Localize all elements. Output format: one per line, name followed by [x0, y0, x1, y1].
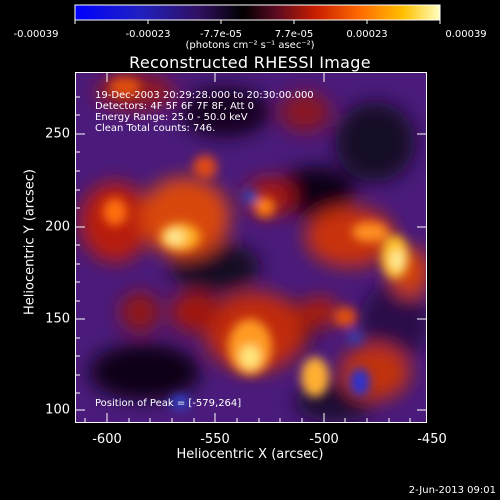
y-tick-label: 250	[45, 126, 70, 142]
time-range: 19-Dec-2003 20:29:28.000 to 20:30:00.000	[95, 90, 314, 101]
clean-info: Clean Total counts: 746.	[95, 123, 216, 134]
x-tick-label: -550	[200, 432, 230, 447]
energy-range: Energy Range: 25.0 - 50.0 keV	[95, 112, 248, 123]
x-axis-label: Heliocentric X (arcsec)	[176, 447, 324, 462]
detectors-info: Detectors: 4F 5F 6F 7F 8F, Att 0	[95, 101, 255, 112]
footer-timestamp: 2-Jun-2013 09:01	[408, 485, 496, 496]
y-axis-label: Heliocentric Y (arcsec)	[22, 169, 38, 315]
plot-title: Reconstructed RHESSI Image	[129, 53, 371, 72]
y-tick-label: 200	[45, 219, 70, 235]
colorbar-tick-label: 0.00039	[445, 29, 487, 40]
colorbar-units: (photons cm⁻² s⁻¹ asec⁻²)	[185, 40, 315, 51]
colorbar-tick-label: -0.00023	[125, 29, 171, 40]
peak-position: Position of Peak = [-579,264]	[95, 398, 242, 409]
colorbar-tick-label: 0.00023	[346, 29, 388, 40]
y-tick-label: 150	[45, 311, 70, 327]
colorbar	[74, 4, 441, 24]
x-tick-label: -600	[92, 432, 122, 447]
x-tick-label: -500	[309, 432, 339, 447]
colorbar-tick-label: -7.7e-05	[200, 29, 242, 40]
x-tick-label: -450	[417, 432, 447, 447]
rhessi-image	[75, 72, 427, 423]
y-tick-label: 100	[45, 402, 70, 418]
colorbar-tick-label: 7.7e-05	[274, 29, 314, 40]
colorbar-tick-label: -0.00039	[13, 29, 59, 40]
